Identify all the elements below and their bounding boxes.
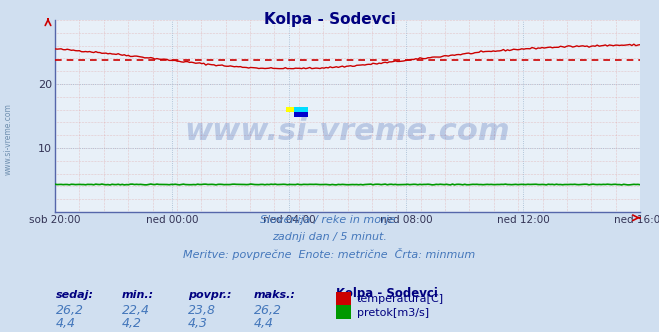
Text: povpr.:: povpr.: <box>188 290 231 300</box>
FancyBboxPatch shape <box>294 112 308 117</box>
Text: 4,3: 4,3 <box>188 317 208 330</box>
Text: maks.:: maks.: <box>254 290 296 300</box>
Text: 4,4: 4,4 <box>254 317 273 330</box>
Text: Meritve: povprečne  Enote: metrične  Črta: minmum: Meritve: povprečne Enote: metrične Črta:… <box>183 248 476 260</box>
Text: 26,2: 26,2 <box>254 304 281 317</box>
Text: Kolpa - Sodevci: Kolpa - Sodevci <box>336 287 438 300</box>
Text: temperatura[C]: temperatura[C] <box>357 294 444 304</box>
Text: min.:: min.: <box>122 290 154 300</box>
Text: 22,4: 22,4 <box>122 304 150 317</box>
FancyBboxPatch shape <box>286 107 301 112</box>
Text: 23,8: 23,8 <box>188 304 215 317</box>
Text: Slovenija / reke in morje.: Slovenija / reke in morje. <box>260 215 399 225</box>
Text: zadnji dan / 5 minut.: zadnji dan / 5 minut. <box>272 232 387 242</box>
FancyBboxPatch shape <box>294 107 308 112</box>
Text: 4,2: 4,2 <box>122 317 142 330</box>
Text: 26,2: 26,2 <box>56 304 84 317</box>
Text: 4,4: 4,4 <box>56 317 76 330</box>
Text: Kolpa - Sodevci: Kolpa - Sodevci <box>264 12 395 27</box>
Text: pretok[m3/s]: pretok[m3/s] <box>357 308 429 318</box>
Text: www.si-vreme.com: www.si-vreme.com <box>185 117 510 146</box>
Text: www.si-vreme.com: www.si-vreme.com <box>3 104 13 175</box>
Text: sedaj:: sedaj: <box>56 290 94 300</box>
